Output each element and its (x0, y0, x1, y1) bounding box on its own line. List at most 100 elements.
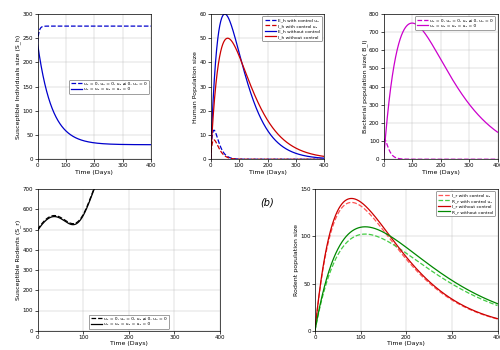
Y-axis label: Susceptible Rodents (S_r): Susceptible Rodents (S_r) (16, 220, 22, 300)
E_h with control u₃ (228, 156, 234, 160)
I_r without control (491, 316, 497, 320)
u₁ = u₂ = u₃ = u₄ = 0 (83, 139, 89, 144)
R_r with control u₃ (333, 257, 339, 261)
u₁ = u₂ = u₃ = u₄ = 0 (194, 116, 200, 120)
u₁ = 0, u₂ = 0, u₃ ≠ 0, u₄ = 0 (492, 157, 498, 161)
Legend: u₁ = 0, u₂ = 0, u₃ ≠ 0, u₄ = 0, u₁ = u₂ = u₃ = u₄ = 0: u₁ = 0, u₂ = 0, u₃ ≠ 0, u₄ = 0, u₁ = u₂ … (415, 16, 496, 30)
u₁ = u₂ = u₃ = u₄ = 0 (34, 41, 40, 45)
u₁ = 0, u₂ = 0, u₃ ≠ 0, u₄ = 0 (380, 139, 386, 143)
u₁ = u₂ = u₃ = u₄ = 0 (48, 102, 54, 106)
Legend: u₁ = 0, u₂ = 0, u₃ ≠ 0, u₄ = 0, u₁ = u₂ = u₃ = u₄ = 0: u₁ = 0, u₂ = 0, u₃ ≠ 0, u₄ = 0, u₁ = u₂ … (68, 80, 149, 93)
Legend: I_r with control u₃, R_r with control u₃, I_r without control, R_r without contr: I_r with control u₃, R_r with control u₃… (436, 191, 496, 216)
E_h without control (222, 12, 228, 16)
R_r with control u₃ (344, 240, 349, 245)
I_r without control (312, 329, 318, 333)
u₁ = u₂ = u₃ = u₄ = 0 (430, 43, 436, 47)
u₁ = 0, u₂ = 0, u₃ ≠ 0, u₄ = 0 (134, 24, 140, 28)
Line: R_r with control u₃: R_r with control u₃ (315, 234, 498, 331)
R_r with control u₃ (382, 238, 388, 242)
I_r with control u₃ (494, 317, 500, 321)
Y-axis label: Susceptible Individuals size (S_h): Susceptible Individuals size (S_h) (16, 35, 22, 139)
I_h with control u₃ (211, 138, 217, 142)
u₁ = 0, u₂ = 0, u₃ ≠ 0, u₄ = 0 (382, 137, 388, 141)
X-axis label: Time (Days): Time (Days) (76, 170, 114, 175)
I_h with control u₃ (252, 157, 258, 161)
I_r with control u₃ (472, 309, 478, 314)
E_h without control (256, 113, 262, 117)
u₁ = u₂ = u₃ = u₄ = 0 (112, 147, 118, 152)
R_r with control u₃ (312, 329, 318, 333)
u₁ = 0, u₂ = 0, u₃ ≠ 0, u₄ = 0 (424, 157, 430, 161)
u₁ = u₂ = u₃ = u₄ = 0 (380, 157, 386, 161)
u₁ = 0, u₂ = 0, u₃ ≠ 0, u₄ = 0 (146, 24, 152, 28)
R_r without control (312, 329, 318, 333)
Legend: u₁ = 0, u₂ = 0, u₃ ≠ 0, u₄ = 0, u₁ = u₂ = u₃ = u₄ = 0: u₁ = 0, u₂ = 0, u₃ ≠ 0, u₄ = 0, u₁ = u₂ … (88, 315, 169, 329)
u₁ = 0, u₂ = 0, u₃ ≠ 0, u₄ = 0 (394, 156, 400, 160)
u₁ = u₂ = u₃ = u₄ = 0 (400, 29, 406, 33)
Y-axis label: Human Population size: Human Population size (193, 51, 198, 122)
u₁ = 0, u₂ = 0, u₃ ≠ 0, u₄ = 0 (66, 220, 72, 225)
Line: u₁ = u₂ = u₃ = u₄ = 0: u₁ = u₂ = u₃ = u₄ = 0 (384, 23, 498, 159)
Text: (a): (a) (88, 198, 101, 208)
I_r with control u₃ (333, 216, 339, 221)
u₁ = u₂ = u₃ = u₄ = 0 (424, 35, 430, 39)
Y-axis label: Bacterial population size( B_l): Bacterial population size( B_l) (362, 40, 368, 133)
I_r without control (472, 309, 478, 313)
u₁ = 0, u₂ = 0, u₃ ≠ 0, u₄ = 0 (104, 156, 110, 161)
I_h without control (224, 36, 230, 40)
u₁ = u₂ = u₃ = u₄ = 0 (104, 158, 110, 162)
I_r without control (390, 238, 396, 242)
I_h without control (322, 154, 328, 159)
u₁ = u₂ = u₃ = u₄ = 0 (494, 130, 500, 134)
I_r with control u₃ (390, 240, 396, 245)
u₁ = 0, u₂ = 0, u₃ ≠ 0, u₄ = 0 (400, 157, 406, 161)
u₁ = 0, u₂ = 0, u₃ ≠ 0, u₄ = 0 (214, 112, 220, 116)
X-axis label: Time (Days): Time (Days) (110, 341, 148, 346)
R_r with control u₃ (362, 232, 368, 236)
Line: I_h with control u₃: I_h with control u₃ (210, 140, 324, 159)
u₁ = u₂ = u₃ = u₄ = 0 (217, 112, 223, 116)
R_r without control (382, 231, 388, 235)
u₁ = 0, u₂ = 0, u₃ ≠ 0, u₄ = 0 (148, 24, 154, 28)
u₁ = u₂ = u₃ = u₄ = 0 (146, 142, 152, 147)
u₁ = u₂ = u₃ = u₄ = 0 (56, 215, 62, 219)
R_r without control (333, 251, 339, 256)
R_r with control u₃ (491, 302, 497, 306)
E_h without control (208, 157, 214, 161)
E_h without control (307, 155, 313, 159)
Line: u₁ = 0, u₂ = 0, u₃ ≠ 0, u₄ = 0: u₁ = 0, u₂ = 0, u₃ ≠ 0, u₄ = 0 (38, 26, 152, 43)
X-axis label: Time (Days): Time (Days) (248, 170, 286, 175)
u₁ = u₂ = u₃ = u₄ = 0 (54, 117, 60, 121)
Line: u₁ = u₂ = u₃ = u₄ = 0: u₁ = u₂ = u₃ = u₄ = 0 (38, 43, 152, 145)
R_r without control (362, 225, 368, 229)
R_r with control u₃ (494, 303, 500, 308)
E_h without control (319, 156, 325, 160)
u₁ = 0, u₂ = 0, u₃ ≠ 0, u₄ = 0 (34, 228, 40, 232)
u₁ = 0, u₂ = 0, u₃ ≠ 0, u₄ = 0 (78, 24, 84, 28)
I_h without control (220, 40, 226, 44)
R_r without control (390, 236, 396, 240)
I_r without control (348, 196, 354, 201)
I_h without control (208, 157, 214, 161)
I_r with control u₃ (344, 202, 349, 206)
u₁ = 0, u₂ = 0, u₃ ≠ 0, u₄ = 0 (54, 24, 60, 28)
I_r without control (344, 198, 349, 202)
Line: E_h with control u₃: E_h with control u₃ (210, 130, 324, 159)
R_r without control (494, 302, 500, 306)
E_h with control u₃ (319, 157, 325, 161)
u₁ = u₂ = u₃ = u₄ = 0 (214, 113, 220, 117)
I_h with control u₃ (307, 157, 313, 161)
I_h with control u₃ (322, 157, 328, 161)
u₁ = 0, u₂ = 0, u₃ ≠ 0, u₄ = 0 (84, 24, 90, 28)
I_h with control u₃ (228, 156, 234, 160)
u₁ = 0, u₂ = 0, u₃ ≠ 0, u₄ = 0 (83, 24, 89, 28)
I_h without control (252, 92, 258, 96)
u₁ = 0, u₂ = 0, u₃ ≠ 0, u₄ = 0 (34, 41, 40, 45)
E_h with control u₃ (307, 157, 313, 161)
R_r without control (344, 234, 349, 238)
Y-axis label: Rodent population size: Rodent population size (294, 224, 299, 296)
Line: I_r with control u₃: I_r with control u₃ (315, 202, 498, 331)
E_h with control u₃ (252, 157, 258, 161)
I_r without control (494, 316, 500, 321)
E_h with control u₃ (208, 157, 214, 161)
